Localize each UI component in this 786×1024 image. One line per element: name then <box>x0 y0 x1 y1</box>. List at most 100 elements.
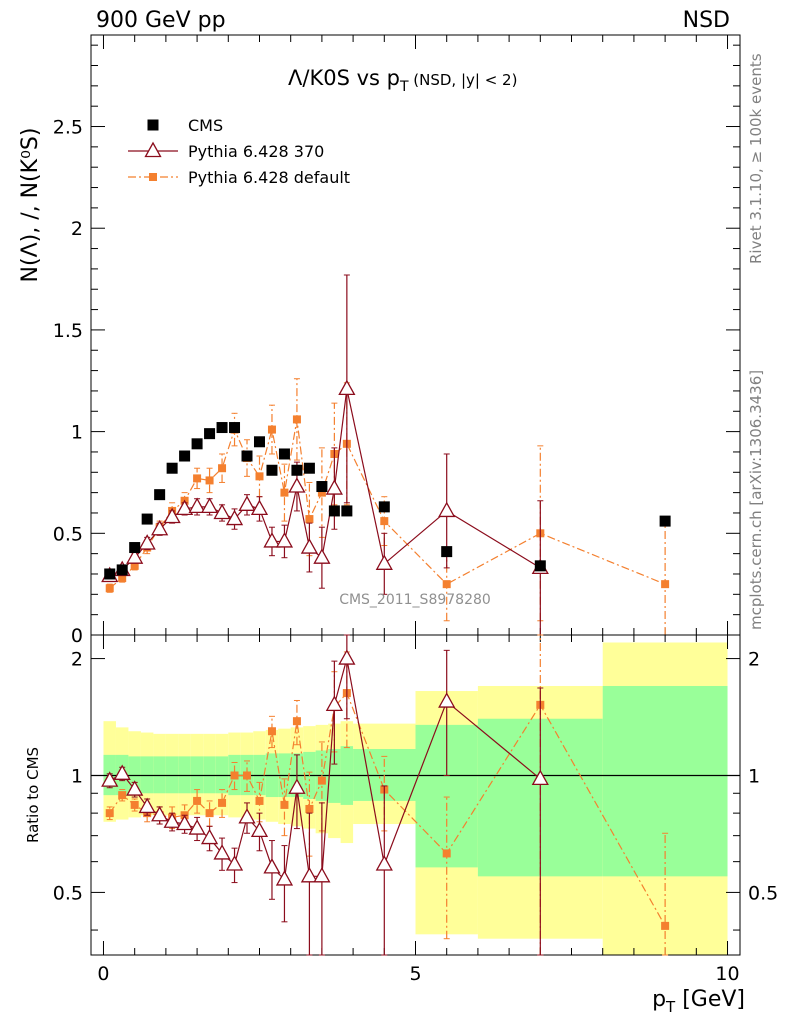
data-point <box>176 814 194 831</box>
data-point <box>179 450 191 462</box>
data-point <box>118 791 127 800</box>
data-point <box>278 448 290 460</box>
data-point <box>166 462 178 474</box>
legend-label: Pythia 6.428 default <box>188 168 350 187</box>
data-point <box>104 568 116 580</box>
data-point <box>188 819 206 835</box>
data-point <box>126 780 144 796</box>
data-point <box>118 574 127 583</box>
data-point <box>292 415 301 424</box>
data-point <box>113 764 131 780</box>
data-point <box>204 428 216 440</box>
data-point <box>149 173 157 181</box>
data-point <box>126 548 144 564</box>
data-point <box>380 517 389 526</box>
data-point <box>213 503 231 520</box>
ratio-series <box>101 634 670 956</box>
data-point <box>250 821 269 838</box>
data-point <box>438 501 456 518</box>
rivet-label: Rivet 3.1.10, ≥ 100k events <box>747 53 765 264</box>
data-point <box>441 546 453 558</box>
y-tick-label-main: 2 <box>71 218 83 240</box>
data-point <box>138 534 156 550</box>
data-point <box>205 476 214 485</box>
data-point <box>230 771 239 780</box>
data-point <box>325 695 343 712</box>
x-axis-label-rest: [GeV] <box>675 987 745 1012</box>
y-tick-label-main: 1 <box>71 422 83 444</box>
y-tick-label-ratio: 2 <box>71 649 83 671</box>
data-point <box>292 717 301 726</box>
x-tick-label: 0 <box>97 963 109 985</box>
x-tick-label: 5 <box>409 963 421 985</box>
data-point <box>229 422 241 434</box>
y-tick-label-main: 2.5 <box>53 117 83 139</box>
header-left: 900 GeV pp <box>96 8 226 33</box>
data-point <box>375 554 393 570</box>
data-point <box>325 479 343 495</box>
main-title-rest: (NSD, |y| < 2) <box>409 71 518 89</box>
data-point <box>280 488 289 497</box>
main-title-sub: T <box>399 79 409 95</box>
data-point <box>338 379 356 396</box>
data-point <box>341 505 353 517</box>
y-tick-label-main: 1.5 <box>53 320 83 342</box>
uncertainty-band-inner <box>165 756 179 794</box>
x-tick-label: 10 <box>715 963 739 985</box>
main-series <box>101 274 671 636</box>
data-point <box>130 561 139 570</box>
data-point <box>193 796 202 805</box>
data-point <box>280 800 289 809</box>
data-point <box>116 564 128 576</box>
uncertainty-band-inner <box>140 756 154 794</box>
data-point <box>267 727 276 736</box>
uncertainty-band-inner <box>153 756 166 794</box>
data-point <box>200 828 219 845</box>
data-point <box>205 809 214 818</box>
data-point <box>263 858 281 874</box>
y-axis-label-main: N(Λ), /, N(K⁰S) <box>18 128 43 283</box>
x-axis-label: pT [GeV] <box>652 987 745 1016</box>
uncertainty-band-inner <box>178 756 191 794</box>
y-tick-label-main: 0.5 <box>53 523 83 545</box>
data-point <box>105 584 114 593</box>
data-point <box>659 515 671 527</box>
legend-label: CMS <box>188 116 223 135</box>
data-point <box>442 580 451 589</box>
data-point <box>216 422 228 434</box>
data-point <box>101 771 119 787</box>
data-point <box>303 462 315 474</box>
data-point <box>154 489 166 501</box>
data-point <box>238 808 256 824</box>
data-point <box>375 855 393 871</box>
data-point <box>200 497 219 514</box>
y-tick-label-ratio-right: 0.5 <box>748 882 778 904</box>
data-point <box>300 538 319 554</box>
data-point <box>243 771 252 780</box>
data-point <box>218 798 227 807</box>
data-point <box>328 505 340 517</box>
data-point <box>438 692 456 708</box>
data-point <box>300 866 319 883</box>
data-point <box>147 119 159 131</box>
data-point <box>661 580 670 589</box>
data-point <box>225 855 244 871</box>
legend: CMS Pythia 6.428 370 Pythia 6.428 default <box>128 116 350 187</box>
ratio-panel <box>91 642 740 955</box>
uncertainty-band-inner <box>215 756 229 794</box>
data-point <box>291 464 303 476</box>
data-point <box>255 472 264 481</box>
data-point <box>305 515 314 524</box>
data-point <box>275 870 294 886</box>
data-point <box>163 507 181 524</box>
data-point <box>338 649 356 665</box>
data-point <box>275 532 294 548</box>
data-point <box>213 844 231 860</box>
data-point <box>238 495 256 511</box>
data-point <box>253 436 265 448</box>
data-point <box>151 519 169 536</box>
data-point <box>263 532 281 548</box>
watermark: CMS_2011_S8978280 <box>339 592 491 608</box>
uncertainty-band-inner <box>203 756 216 794</box>
